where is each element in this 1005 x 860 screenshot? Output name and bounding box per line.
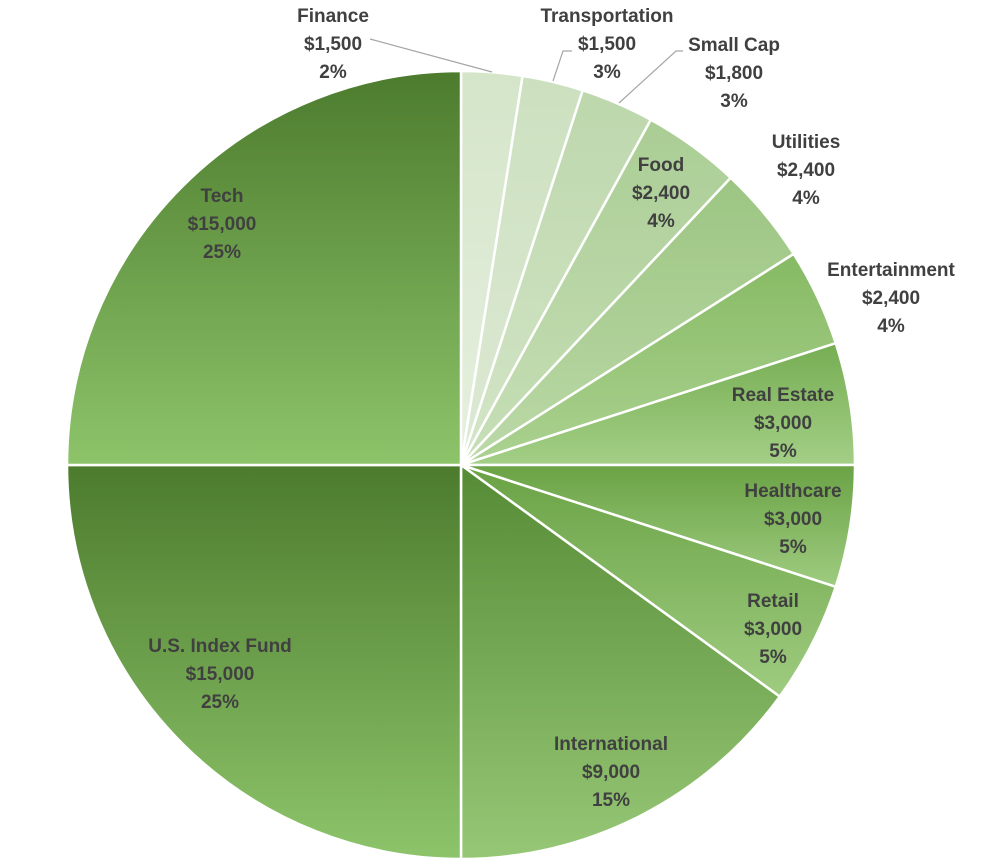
data-labels: Finance $1,500 2%Transportation $1,500 3%Sma… (148, 6, 955, 811)
label-value: $15,000 (186, 664, 255, 685)
label-percent: 2% (319, 62, 347, 83)
data-label-utilities: Utilities $2,400 4% (772, 132, 841, 209)
label-value: $1,500 (304, 34, 362, 55)
label-percent: 3% (720, 91, 748, 112)
label-value: $2,400 (632, 183, 690, 204)
data-label-tech: Tech $15,000 25% (188, 186, 257, 263)
data-label-small-cap: Small Cap $1,800 3% (688, 35, 780, 112)
label-value: $2,400 (862, 288, 920, 309)
label-value: $3,000 (764, 509, 822, 530)
data-label-entertainment: Entertainment $2,400 4% (827, 260, 955, 337)
label-name: Entertainment (827, 260, 955, 281)
label-value: $2,400 (777, 160, 835, 181)
leader-line-finance (369, 38, 493, 73)
label-percent: 4% (792, 188, 820, 209)
data-label-healthcare: Healthcare $3,000 5% (744, 481, 841, 558)
label-percent: 4% (877, 316, 905, 337)
label-name: International (554, 734, 668, 755)
data-label-transportation: Transportation $1,500 3% (540, 6, 673, 83)
data-label-finance: Finance $1,500 2% (297, 6, 369, 83)
pie-slice-tech (65, 69, 463, 467)
pie-slice-international (459, 462, 782, 860)
pie-slice-u-s-index-fund (65, 463, 463, 860)
data-label-u-s-index-fund: U.S. Index Fund $15,000 25% (148, 636, 292, 713)
label-name: Food (638, 155, 684, 176)
data-label-real-estate: Real Estate $3,000 5% (732, 385, 834, 462)
leader-line-small-cap (618, 50, 683, 104)
label-name: Real Estate (732, 385, 834, 406)
label-percent: 4% (647, 211, 675, 232)
label-percent: 5% (769, 441, 797, 462)
label-name: Healthcare (744, 481, 841, 502)
label-name: Small Cap (688, 35, 780, 56)
label-name: Transportation (540, 6, 673, 27)
label-name: Retail (747, 591, 799, 612)
pie-slices (65, 69, 857, 860)
data-label-international: International $9,000 15% (554, 734, 668, 811)
data-label-food: Food $2,400 4% (632, 155, 690, 232)
label-name: Tech (201, 186, 244, 207)
label-value: $3,000 (744, 619, 802, 640)
label-percent: 5% (759, 647, 787, 668)
label-value: $3,000 (754, 413, 812, 434)
label-name: Utilities (772, 132, 841, 153)
label-percent: 15% (592, 790, 630, 811)
label-percent: 3% (593, 62, 621, 83)
leader-line-transportation (552, 50, 572, 82)
label-value: $9,000 (582, 762, 640, 783)
label-value: $15,000 (188, 214, 257, 235)
label-percent: 25% (203, 242, 241, 263)
label-percent: 5% (779, 537, 807, 558)
data-label-retail: Retail $3,000 5% (744, 591, 802, 668)
label-value: $1,800 (705, 63, 763, 84)
label-percent: 25% (201, 692, 239, 713)
label-value: $1,500 (578, 34, 636, 55)
label-name: U.S. Index Fund (148, 636, 292, 657)
leader-lines (369, 38, 683, 104)
label-name: Finance (297, 6, 369, 27)
